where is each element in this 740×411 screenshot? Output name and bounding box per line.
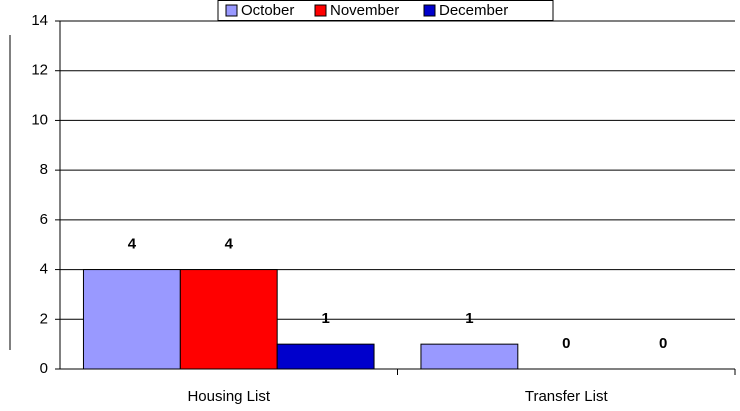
y-tick-label: 12 <box>31 62 48 79</box>
value-label: 4 <box>225 236 234 253</box>
legend-swatch <box>225 4 238 17</box>
y-tick-label: 4 <box>40 261 48 278</box>
y-tick-label: 2 <box>40 310 48 327</box>
legend-box <box>217 0 554 21</box>
legend-label: October <box>241 2 294 19</box>
legend-swatch <box>423 4 436 17</box>
x-tick-label: Transfer List <box>525 388 609 405</box>
legend-label: December <box>439 2 508 19</box>
value-label: 0 <box>659 335 667 352</box>
value-label: 4 <box>128 236 137 253</box>
y-tick-label: 8 <box>40 161 48 178</box>
bar <box>179 269 278 370</box>
bar <box>276 343 375 370</box>
value-label: 0 <box>562 335 570 352</box>
value-label: 1 <box>465 310 473 327</box>
y-tick-label: 0 <box>40 360 48 377</box>
x-tick-label: Housing List <box>187 388 270 405</box>
y-tick-label: 6 <box>40 211 48 228</box>
y-tick-label: 14 <box>31 12 48 29</box>
value-label: 1 <box>321 310 329 327</box>
legend-label: November <box>330 2 399 19</box>
bar <box>82 269 181 370</box>
bar <box>420 343 519 370</box>
y-tick-label: 10 <box>31 111 48 128</box>
legend-swatch <box>314 4 327 17</box>
